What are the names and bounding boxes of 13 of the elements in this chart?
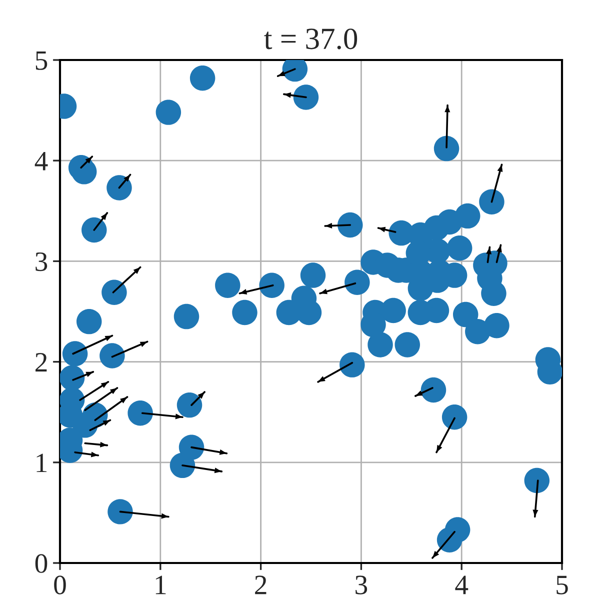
y-tick-label: 3 <box>36 252 48 272</box>
y-tick-label: 1 <box>36 454 47 472</box>
x-tick-label: 5 <box>556 576 568 594</box>
x-tick-label: 0 <box>54 576 66 594</box>
chart-title: t = 37.0 <box>264 28 358 50</box>
x-tick-label: 3 <box>356 576 368 594</box>
x-tick-label: 2 <box>255 576 266 594</box>
y-tick-label: 2 <box>36 353 47 372</box>
y-tick-label: 5 <box>36 51 48 70</box>
x-tick-label: 4 <box>455 576 468 594</box>
x-tick-label: 1 <box>156 576 166 594</box>
y-tick-label: 0 <box>35 554 48 573</box>
y-tick-label: 4 <box>34 152 48 170</box>
